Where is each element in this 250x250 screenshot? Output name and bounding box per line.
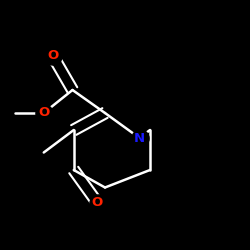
Text: N: N — [134, 132, 145, 144]
Text: O: O — [92, 196, 103, 209]
Text: O: O — [38, 106, 50, 120]
Text: O: O — [47, 49, 58, 62]
